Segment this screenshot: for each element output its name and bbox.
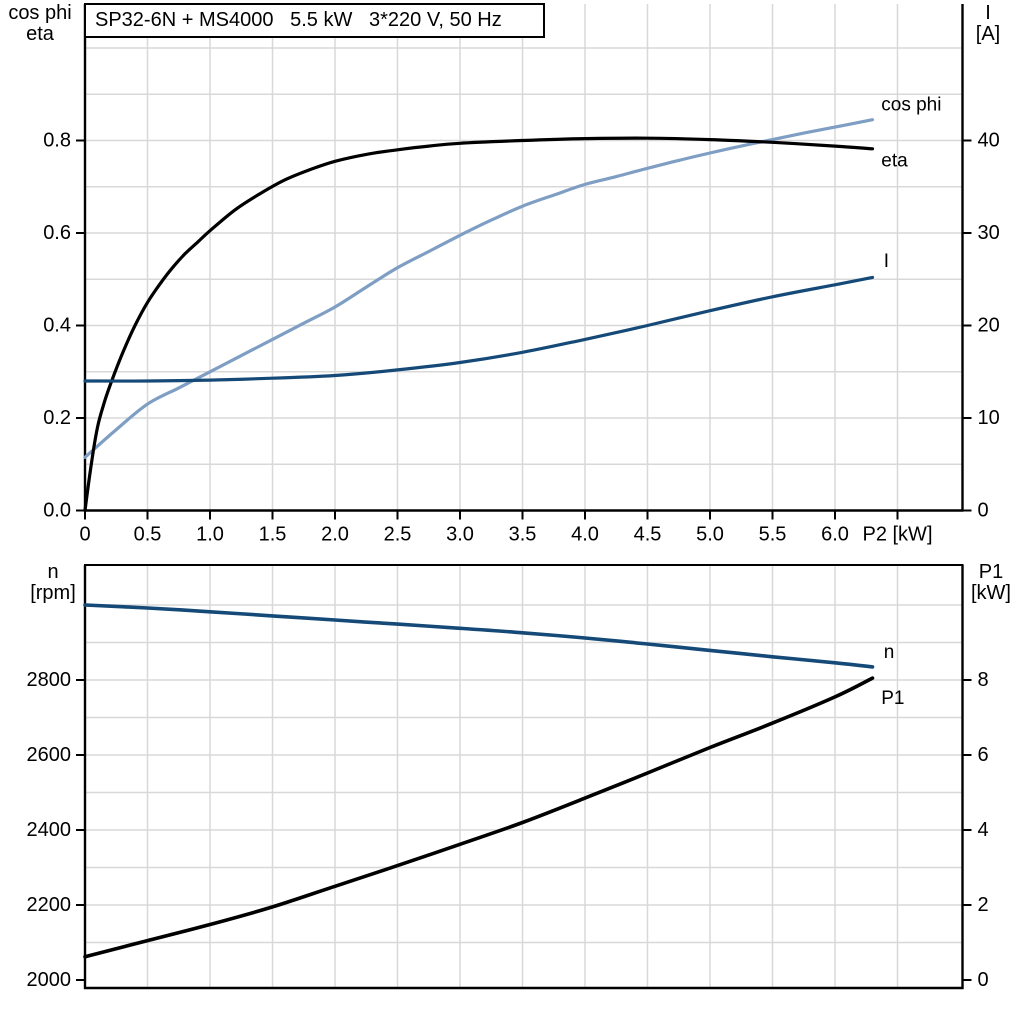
- tick-label-x: 3.5: [509, 524, 537, 546]
- tick-label-right: 8: [978, 669, 989, 691]
- curve-speed: [83, 603, 875, 669]
- tick-label-right: 40: [978, 130, 1000, 152]
- curve-label-cos-phi: cos phi: [881, 94, 941, 115]
- curve-eta: [83, 136, 875, 513]
- tick-label-x: 2.5: [384, 524, 412, 546]
- tick-label-right: 6: [978, 744, 989, 766]
- axis-title-line: [A]: [975, 23, 1001, 45]
- tick-label-x: 0.5: [134, 524, 162, 546]
- curve-label-current: I: [884, 251, 889, 272]
- curve-p1: [83, 676, 875, 959]
- tick-label-x: 6.0: [821, 524, 849, 546]
- axis-title-line: n: [47, 561, 59, 583]
- axis-title-line: cos phi: [8, 2, 72, 24]
- axis-title-line: I: [985, 2, 991, 24]
- axis-title-line: P1: [978, 561, 1004, 583]
- tick-label-left: 2200: [27, 894, 72, 916]
- tick-label-x: 2.0: [321, 524, 349, 546]
- tick-label-left: 2000: [27, 969, 72, 991]
- tick-label-left: 2400: [27, 819, 72, 841]
- tick-label-left: 0.0: [43, 500, 71, 522]
- chart-title-box: SP32-6N + MS4000 5.5 kW 3*220 V, 50 Hz: [84, 3, 545, 38]
- curve-cos-phi: [83, 118, 875, 459]
- tick-label-left: 0.4: [43, 315, 71, 337]
- curve-label-speed: n: [884, 642, 895, 663]
- tick-label-x: 4.0: [571, 524, 599, 546]
- axis-title-line: [rpm]: [30, 582, 76, 604]
- curve-label-eta: eta: [881, 150, 908, 171]
- tick-label-right: 2: [978, 894, 989, 916]
- axis-title-line: eta: [26, 23, 54, 45]
- tick-label-right: 20: [978, 315, 1000, 337]
- bottom-right-axis-title: P1 [kW]: [958, 562, 1024, 604]
- tick-label-x: 0: [79, 524, 90, 546]
- tick-label-right: 10: [978, 407, 1000, 429]
- tick-label-right: 4: [978, 819, 989, 841]
- axis-title-line: [kW]: [971, 582, 1011, 604]
- top-left-axis-title: cos phi eta: [0, 3, 80, 45]
- tick-label-x: 5.5: [759, 524, 787, 546]
- bottom-left-axis-title: n [rpm]: [19, 562, 87, 604]
- tick-label-right: 0: [978, 500, 989, 522]
- tick-label-x: 4.5: [634, 524, 662, 546]
- tick-label-right: 30: [978, 222, 1000, 244]
- top-right-axis-title: I [A]: [955, 3, 1021, 45]
- tick-label-x: 3.0: [446, 524, 474, 546]
- tick-label-x: 1.0: [196, 524, 224, 546]
- tick-label-left: 0.2: [43, 407, 71, 429]
- tick-label-left: 2600: [27, 744, 72, 766]
- tick-label-right: 0: [978, 969, 989, 991]
- curve-label-p1: P1: [881, 688, 904, 709]
- tick-label-x: 5.0: [696, 524, 724, 546]
- curve-current: [83, 275, 875, 383]
- tick-label-left: 0.8: [43, 130, 71, 152]
- tick-label-left: 2800: [27, 669, 72, 691]
- tick-label-x: 1.5: [259, 524, 287, 546]
- tick-label-x: P2 [kW]: [862, 524, 932, 546]
- tick-label-left: 0.6: [43, 222, 71, 244]
